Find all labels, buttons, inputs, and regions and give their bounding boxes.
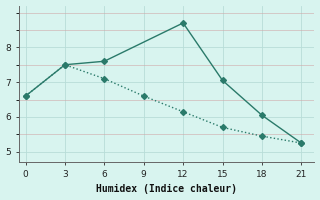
- X-axis label: Humidex (Indice chaleur): Humidex (Indice chaleur): [96, 184, 237, 194]
